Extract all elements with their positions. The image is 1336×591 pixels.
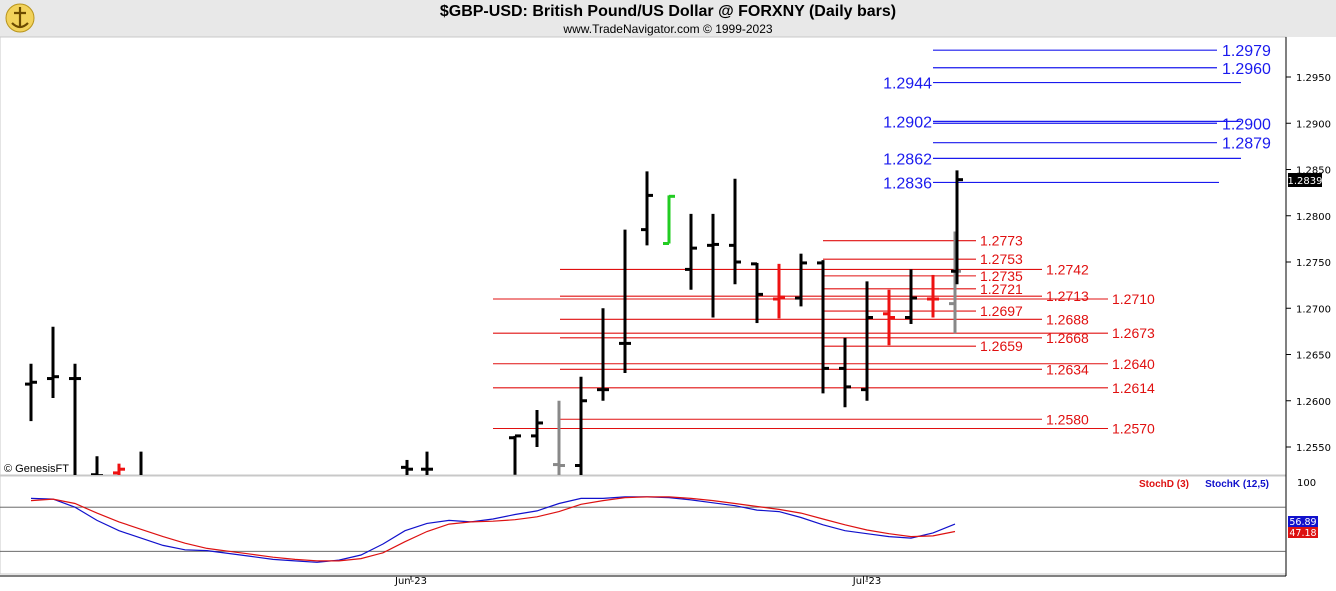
stochd-legend: StochD (3) bbox=[1139, 479, 1189, 490]
blue-level-label: 1.2879 bbox=[1222, 136, 1271, 153]
ohlc-bar bbox=[773, 263, 785, 319]
price-axis-ticks: 1.2550 1.2600 1.2650 1.2700 1.2750 1.2800 1.28… bbox=[1286, 73, 1331, 454]
ohlc-bar bbox=[113, 463, 125, 475]
ohlc-bar bbox=[685, 213, 697, 290]
red-level-label: 1.2570 bbox=[1112, 421, 1155, 437]
price-tick-label: 1.2950 bbox=[1296, 73, 1331, 84]
blue-level-label: 1.2979 bbox=[1222, 43, 1271, 60]
price-tick-label: 1.2900 bbox=[1296, 119, 1331, 130]
ohlc-bar bbox=[663, 194, 675, 245]
red-level-label: 1.2614 bbox=[1112, 380, 1155, 396]
red-level-label: 1.2773 bbox=[980, 233, 1023, 249]
red-level-label: 1.2634 bbox=[1046, 361, 1089, 377]
blue-level-label: 1.2836 bbox=[883, 175, 932, 192]
ohlc-bar bbox=[575, 376, 587, 475]
ohlc-bar bbox=[817, 260, 829, 394]
price-tick-label: 1.2600 bbox=[1296, 397, 1331, 408]
ohlc-bar bbox=[751, 262, 763, 324]
price-tick-label: 1.2750 bbox=[1296, 258, 1331, 269]
red-level-label: 1.2640 bbox=[1112, 356, 1155, 372]
red-level-label: 1.2673 bbox=[1112, 325, 1155, 341]
blue-level-label: 1.2900 bbox=[1222, 116, 1271, 133]
price-tick-label: 1.2650 bbox=[1296, 351, 1331, 362]
red-level-label: 1.2710 bbox=[1112, 291, 1155, 307]
copyright-text: www.TradeNavigator.com © 1999-2023 bbox=[563, 22, 773, 36]
time-axis-ticks: Jun-23 Jul-23 bbox=[394, 576, 881, 587]
time-tick-label: Jul-23 bbox=[852, 576, 881, 587]
ohlc-bar bbox=[641, 171, 653, 246]
chart-title: $GBP-USD: British Pound/US Dollar @ FORX… bbox=[439, 3, 897, 20]
red-level-label: 1.2580 bbox=[1046, 411, 1089, 427]
ohlc-bar bbox=[707, 213, 719, 318]
ohlc-bar bbox=[905, 269, 917, 324]
blue-level-label: 1.2902 bbox=[883, 114, 932, 131]
price-tick-label: 1.2550 bbox=[1296, 443, 1331, 454]
red-level-label: 1.2753 bbox=[980, 251, 1023, 267]
stochk-line bbox=[30, 496, 956, 563]
red-level-label: 1.2688 bbox=[1046, 311, 1089, 327]
price-bars bbox=[25, 170, 963, 475]
ohlc-bar bbox=[139, 451, 143, 475]
stochk-last-value: 56.89 bbox=[1289, 517, 1316, 528]
ohlc-bar bbox=[553, 400, 565, 475]
stochd-line bbox=[30, 496, 956, 562]
trade-navigator-logo-icon bbox=[5, 3, 35, 33]
ohlc-bar bbox=[25, 363, 37, 422]
blue-level-label: 1.2944 bbox=[883, 76, 932, 93]
ohlc-bar bbox=[47, 326, 59, 398]
price-tick-label: 1.2800 bbox=[1296, 212, 1331, 223]
ohlc-bar bbox=[509, 434, 521, 475]
price-tick-label: 1.2700 bbox=[1296, 304, 1331, 315]
stoch-value-flags: 56.89 47.18 bbox=[1288, 516, 1318, 539]
stochastic-pane bbox=[0, 475, 1287, 575]
blue-level-label: 1.2862 bbox=[883, 151, 932, 168]
ohlc-bar bbox=[421, 451, 433, 475]
ohlc-bar bbox=[951, 170, 963, 285]
ohlc-bar bbox=[839, 337, 851, 408]
ohlc-bar bbox=[795, 253, 807, 307]
red-level-label: 1.2713 bbox=[1046, 288, 1089, 304]
ohlc-bar bbox=[597, 308, 609, 401]
time-tick-label: Jun-23 bbox=[394, 576, 427, 587]
stoch-top-label: 100 bbox=[1297, 478, 1316, 489]
stoch-legend: StochD (3) StochK (12,5) 100 bbox=[1139, 478, 1316, 490]
ohlc-bar bbox=[619, 229, 631, 373]
ohlc-bar bbox=[531, 410, 543, 447]
red-level-label: 1.2742 bbox=[1046, 261, 1089, 277]
price-flag: 1.2839 bbox=[1288, 173, 1323, 187]
ohlc-bar bbox=[927, 274, 939, 318]
stochk-legend: StochK (12,5) bbox=[1205, 479, 1269, 490]
price-pane bbox=[0, 36, 1287, 476]
ohlc-bar bbox=[91, 456, 103, 475]
red-level-label: 1.2659 bbox=[980, 338, 1023, 354]
ohlc-bar bbox=[861, 281, 873, 401]
stochastic-lines bbox=[0, 496, 1286, 563]
red-level-label: 1.2697 bbox=[980, 303, 1023, 319]
genesis-watermark: © GenesisFT bbox=[4, 463, 69, 475]
stochd-last-value: 47.18 bbox=[1289, 528, 1316, 539]
red-level-label: 1.2735 bbox=[980, 268, 1023, 284]
ohlc-bar bbox=[729, 178, 741, 285]
ohlc-bar bbox=[883, 289, 895, 346]
ohlc-bar bbox=[401, 459, 413, 475]
price-tick-label: 1.2850 bbox=[1296, 166, 1331, 177]
red-level-label: 1.2721 bbox=[980, 281, 1023, 297]
last-price-label: 1.2839 bbox=[1288, 176, 1323, 187]
red-level-label: 1.2668 bbox=[1046, 330, 1089, 346]
ohlc-bar bbox=[69, 363, 81, 475]
blue-level-label: 1.2960 bbox=[1222, 61, 1271, 78]
chart-header: $GBP-USD: British Pound/US Dollar @ FORX… bbox=[0, 0, 1336, 37]
